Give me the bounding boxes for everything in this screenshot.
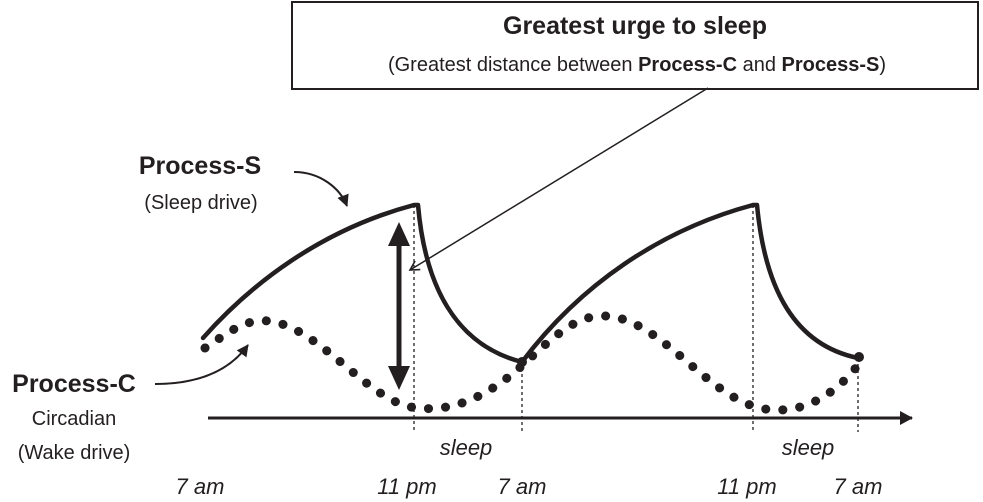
callout-box xyxy=(291,1,979,90)
process-s-title: Process-S xyxy=(139,152,261,180)
callout-subtitle-and: and xyxy=(737,54,781,76)
callout-subtitle-prefix: (Greatest distance between xyxy=(388,54,638,76)
distance-arrowhead-bottom xyxy=(388,366,410,390)
time-label-7am-1: 7 am xyxy=(176,474,225,499)
process-s-curve xyxy=(200,202,861,365)
process-c-line2: Circadian xyxy=(32,408,116,430)
callout-subtitle: (Greatest distance between Process-C and… xyxy=(388,54,886,76)
time-label-11pm-1: 11 pm xyxy=(377,474,437,499)
time-label-7am-3: 7 am xyxy=(834,474,883,499)
process-c-pointer-arrow xyxy=(154,344,249,385)
process-c-line3: (Wake drive) xyxy=(18,442,131,464)
callout-pointer-arrow xyxy=(408,87,709,271)
process-s-pointer-arrow xyxy=(293,171,349,207)
time-label-11pm-2: 11 pm xyxy=(717,474,777,499)
process-s-endpoint-2 xyxy=(854,352,864,362)
process-s-subtitle: (Sleep drive) xyxy=(144,192,257,214)
sleep-label-2: sleep xyxy=(782,435,835,460)
callout-subtitle-process-c: Process-C xyxy=(638,54,737,76)
callout-title: Greatest urge to sleep xyxy=(503,12,767,40)
process-c-curve xyxy=(200,311,863,415)
callout-subtitle-suffix: ) xyxy=(879,54,886,76)
distance-arrowhead-top xyxy=(388,222,410,246)
process-c-title: Process-C xyxy=(12,370,136,398)
time-label-7am-2: 7 am xyxy=(498,474,547,499)
sleep-label-1: sleep xyxy=(440,435,493,460)
callout-subtitle-process-s: Process-S xyxy=(782,54,880,76)
